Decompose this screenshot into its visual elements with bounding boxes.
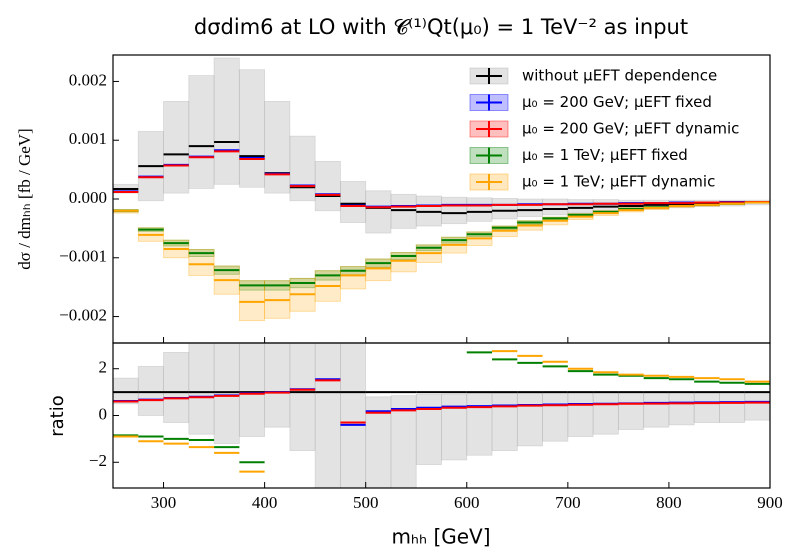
error-band: [491, 392, 518, 451]
error-band: [542, 198, 569, 216]
error-band: [340, 266, 367, 290]
y-axis-label: dσ / dmₕₕ [fb / GeV]: [15, 128, 34, 269]
error-band: [314, 343, 341, 488]
error-band: [542, 392, 569, 442]
error-band: [238, 280, 266, 322]
error-band: [340, 180, 367, 223]
error-band: [441, 196, 468, 225]
error-band: [466, 197, 493, 222]
y-tick-label: 0.001: [69, 129, 107, 148]
error-band: [365, 190, 392, 234]
error-band: [668, 391, 695, 426]
error-band: [289, 343, 316, 451]
error-band: [113, 377, 139, 405]
error-band: [213, 57, 240, 185]
error-band: [137, 365, 164, 416]
error-band: [188, 75, 215, 189]
y-tick-label: 0: [99, 404, 108, 423]
y-tick-label: −0.001: [59, 247, 107, 266]
y-tick-label: 0.002: [69, 70, 107, 89]
y-axis-label: ratio: [47, 395, 68, 437]
error-band: [289, 135, 316, 202]
error-band: [340, 343, 367, 488]
y-tick-label: −2: [89, 451, 107, 470]
y-tick-label: 2: [99, 358, 108, 377]
y-tick-label: −0.002: [59, 305, 107, 324]
legend-label: without μEFT dependence: [522, 67, 717, 85]
error-band: [314, 160, 341, 212]
x-tick-label: 700: [555, 493, 581, 512]
error-band: [238, 343, 266, 437]
error-band: [466, 393, 493, 456]
x-tick-label: 900: [757, 493, 783, 512]
error-band: [264, 343, 291, 428]
error-band: [491, 198, 518, 220]
error-band: [516, 392, 543, 447]
error-band: [213, 343, 240, 444]
error-band: [441, 393, 468, 461]
error-band: [390, 193, 417, 229]
legend-label: μ₀ = 200 GeV; μEFT dynamic: [522, 120, 739, 138]
x-axis-label: mₕₕ [GeV]: [391, 525, 490, 549]
plot-area: [113, 57, 770, 322]
x-tick-label: 400: [252, 493, 278, 512]
error-band: [415, 394, 442, 466]
error-band: [567, 199, 594, 214]
error-band: [163, 101, 190, 194]
x-tick-label: 600: [454, 493, 480, 512]
x-tick-label: 800: [656, 493, 682, 512]
x-tick-label: 300: [151, 493, 177, 512]
error-band: [643, 391, 670, 428]
error-band: [592, 199, 619, 212]
error-band: [592, 392, 619, 435]
legend-label: μ₀ = 1 TeV; μEFT dynamic: [522, 173, 715, 191]
error-band: [744, 391, 770, 421]
legend-label: μ₀ = 200 GeV; μEFT fixed: [522, 93, 712, 111]
error-band: [163, 351, 190, 423]
plot-area: [113, 343, 770, 488]
error-band: [693, 391, 720, 423]
error-band: [264, 101, 291, 194]
legend-label: μ₀ = 1 TeV; μEFT fixed: [522, 146, 688, 164]
chart-title: dσdim6 at LO with 𝓒⁽¹⁾Qt(μ₀) = 1 TeV⁻² a…: [194, 15, 688, 39]
error-band: [238, 69, 266, 188]
error-band: [617, 392, 645, 430]
y-tick-label: 0.000: [69, 188, 107, 207]
x-tick-label: 500: [353, 493, 379, 512]
error-band: [516, 198, 543, 218]
error-band: [719, 391, 746, 423]
error-band: [567, 392, 594, 437]
error-band: [188, 343, 215, 435]
